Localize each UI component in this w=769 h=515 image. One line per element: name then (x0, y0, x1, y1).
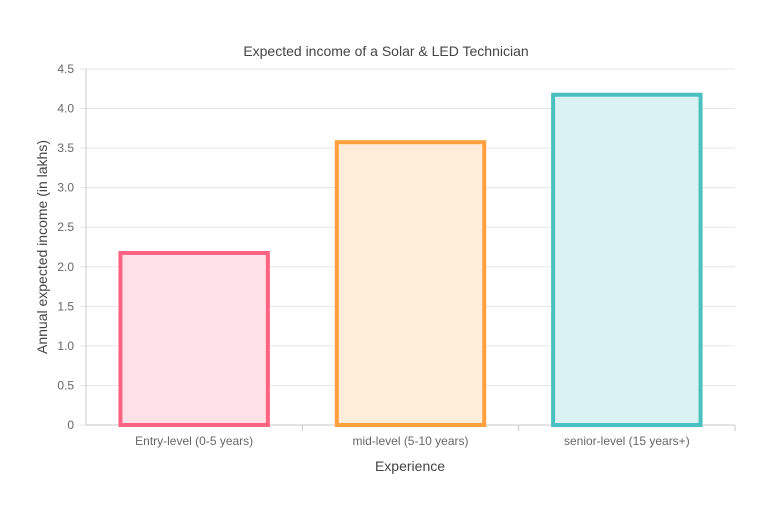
y-tick-label: 4.5 (57, 62, 74, 76)
chart-title: Expected income of a Solar & LED Technic… (243, 43, 528, 59)
bar-1[interactable] (118, 250, 270, 427)
x-tick-label: mid-level (5-10 years) (352, 434, 468, 448)
x-tick-label: senior-level (15 years+) (564, 434, 690, 448)
y-tick-label: 1.0 (57, 339, 74, 353)
y-axis-label: Annual expected income (in lakhs) (34, 140, 50, 354)
y-tick-label: 0.5 (57, 378, 74, 392)
bar-3[interactable] (551, 92, 703, 427)
y-tick-label: 1.5 (57, 299, 74, 313)
bar-2[interactable] (334, 140, 487, 427)
y-tick-label: 2.0 (57, 260, 74, 274)
x-tick-label: Entry-level (0-5 years) (135, 434, 253, 448)
y-tick-label: 4.0 (57, 102, 74, 116)
x-axis-label: Experience (375, 458, 445, 474)
y-tick-label: 0 (67, 418, 74, 432)
y-tick-label: 3.5 (57, 141, 74, 155)
y-tick-label: 3.0 (57, 181, 74, 195)
y-tick-label: 2.5 (57, 220, 74, 234)
